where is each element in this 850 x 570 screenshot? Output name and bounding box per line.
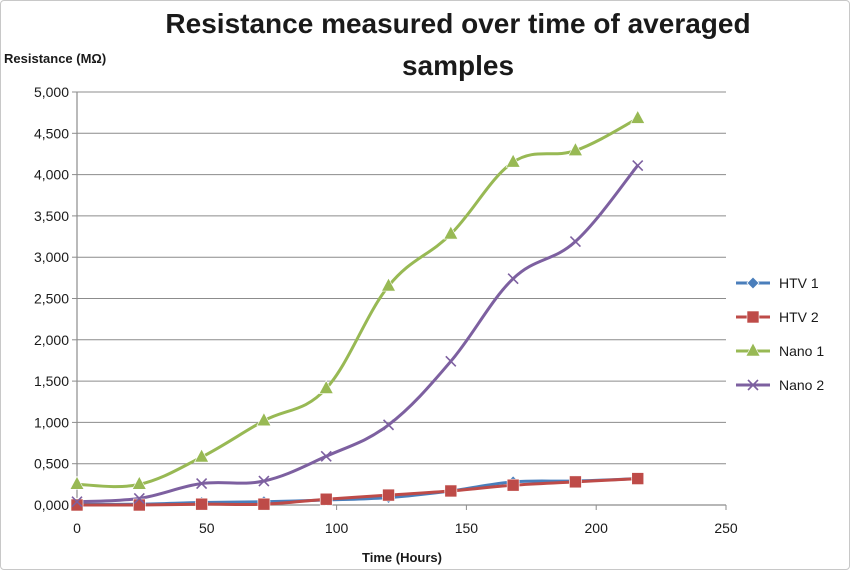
y-axis-label: Resistance (MΩ) (4, 51, 106, 66)
point-htv-2-2 (195, 497, 208, 511)
series-line-nano-1 (76, 117, 639, 489)
chart-title-line2: samples (402, 50, 514, 81)
point-nano-2-2-stroke-b (196, 477, 208, 490)
x-tick-label: 150 (455, 520, 479, 536)
legend-label-htv-1: HTV 1 (779, 275, 819, 291)
point-nano-1-4 (318, 379, 334, 394)
point-nano-1-2 (194, 448, 210, 463)
x-tick-label: 200 (585, 520, 609, 536)
legend-marker-nano-2 (747, 379, 759, 391)
x-tick-label: 250 (714, 520, 738, 536)
point-htv-2-5 (382, 488, 395, 502)
point-htv-2-1 (133, 498, 146, 512)
point-nano-2-4-stroke-b (320, 450, 332, 462)
y-tick-label: 1,000 (34, 414, 69, 430)
point-nano-2-0 (71, 496, 83, 508)
point-htv-2-6 (444, 484, 458, 498)
point-htv-2-3 (257, 497, 271, 511)
x-axis-label: Time (Hours) (362, 550, 442, 565)
point-nano-1-3 (256, 412, 272, 427)
point-htv-2-4 (319, 492, 333, 506)
y-tick-label: 0,500 (34, 456, 69, 472)
point-nano-2-3-stroke-b (258, 475, 270, 487)
y-tick-label: 5,000 (34, 84, 69, 100)
y-tick-label: 2,000 (34, 332, 69, 348)
point-nano-1-6 (443, 225, 459, 240)
point-nano-2-7-stroke-b (507, 273, 519, 285)
point-nano-2-0-stroke-b (71, 496, 83, 508)
x-tick-label: 100 (325, 520, 349, 536)
point-nano-2-3 (258, 475, 270, 487)
y-tick-label: 3,000 (34, 249, 69, 265)
point-nano-2-8-stroke-b (569, 235, 581, 248)
point-nano-2-7 (507, 273, 519, 285)
point-nano-2-6 (445, 355, 457, 367)
y-tick-label: 1,500 (34, 373, 69, 389)
y-tick-label: 3,500 (34, 208, 69, 224)
point-nano-2-4 (320, 450, 332, 462)
series-line-htv-2 (76, 477, 638, 507)
point-nano-2-9 (632, 159, 644, 172)
chart-title-line1: Resistance measured over time of average… (165, 8, 750, 39)
series-line-nano-2 (76, 164, 639, 504)
point-nano-2-9-stroke-b (632, 159, 644, 172)
legend-label-nano-1: Nano 1 (779, 343, 824, 359)
legend-marker-htv-2 (746, 310, 760, 324)
x-tick-label: 50 (199, 520, 215, 536)
y-tick-label: 4,500 (34, 125, 69, 141)
point-nano-2-1 (133, 492, 145, 504)
point-nano-1-8 (567, 142, 583, 156)
point-htv-2-9 (631, 472, 645, 485)
legend-marker-nano-2-stroke-b (747, 379, 759, 391)
point-htv-2-8 (569, 475, 582, 489)
point-htv-2-0 (70, 498, 84, 512)
point-nano-1-7 (505, 153, 521, 168)
point-nano-2-1-stroke-b (133, 492, 145, 504)
legend-label-htv-2: HTV 2 (779, 309, 819, 325)
legend-label-nano-2: Nano 2 (779, 377, 824, 393)
legend-marker-nano-1 (745, 342, 761, 357)
legend-marker-htv-1 (746, 276, 760, 290)
y-tick-label: 2,500 (34, 291, 69, 307)
x-tick-label: 0 (73, 520, 81, 536)
y-tick-label: 4,000 (34, 167, 69, 183)
point-nano-2-6-stroke-b (445, 355, 457, 367)
y-tick-label: 0,000 (34, 497, 69, 513)
point-nano-1-5 (381, 277, 397, 292)
point-nano-1-9 (630, 109, 646, 124)
point-nano-1-0 (69, 475, 85, 490)
point-nano-2-5 (382, 419, 395, 431)
point-htv-2-7 (506, 478, 520, 492)
point-nano-2-2 (196, 477, 208, 490)
point-nano-2-5-stroke-b (382, 419, 395, 431)
point-nano-2-8 (569, 235, 581, 248)
point-nano-1-1 (131, 475, 147, 490)
